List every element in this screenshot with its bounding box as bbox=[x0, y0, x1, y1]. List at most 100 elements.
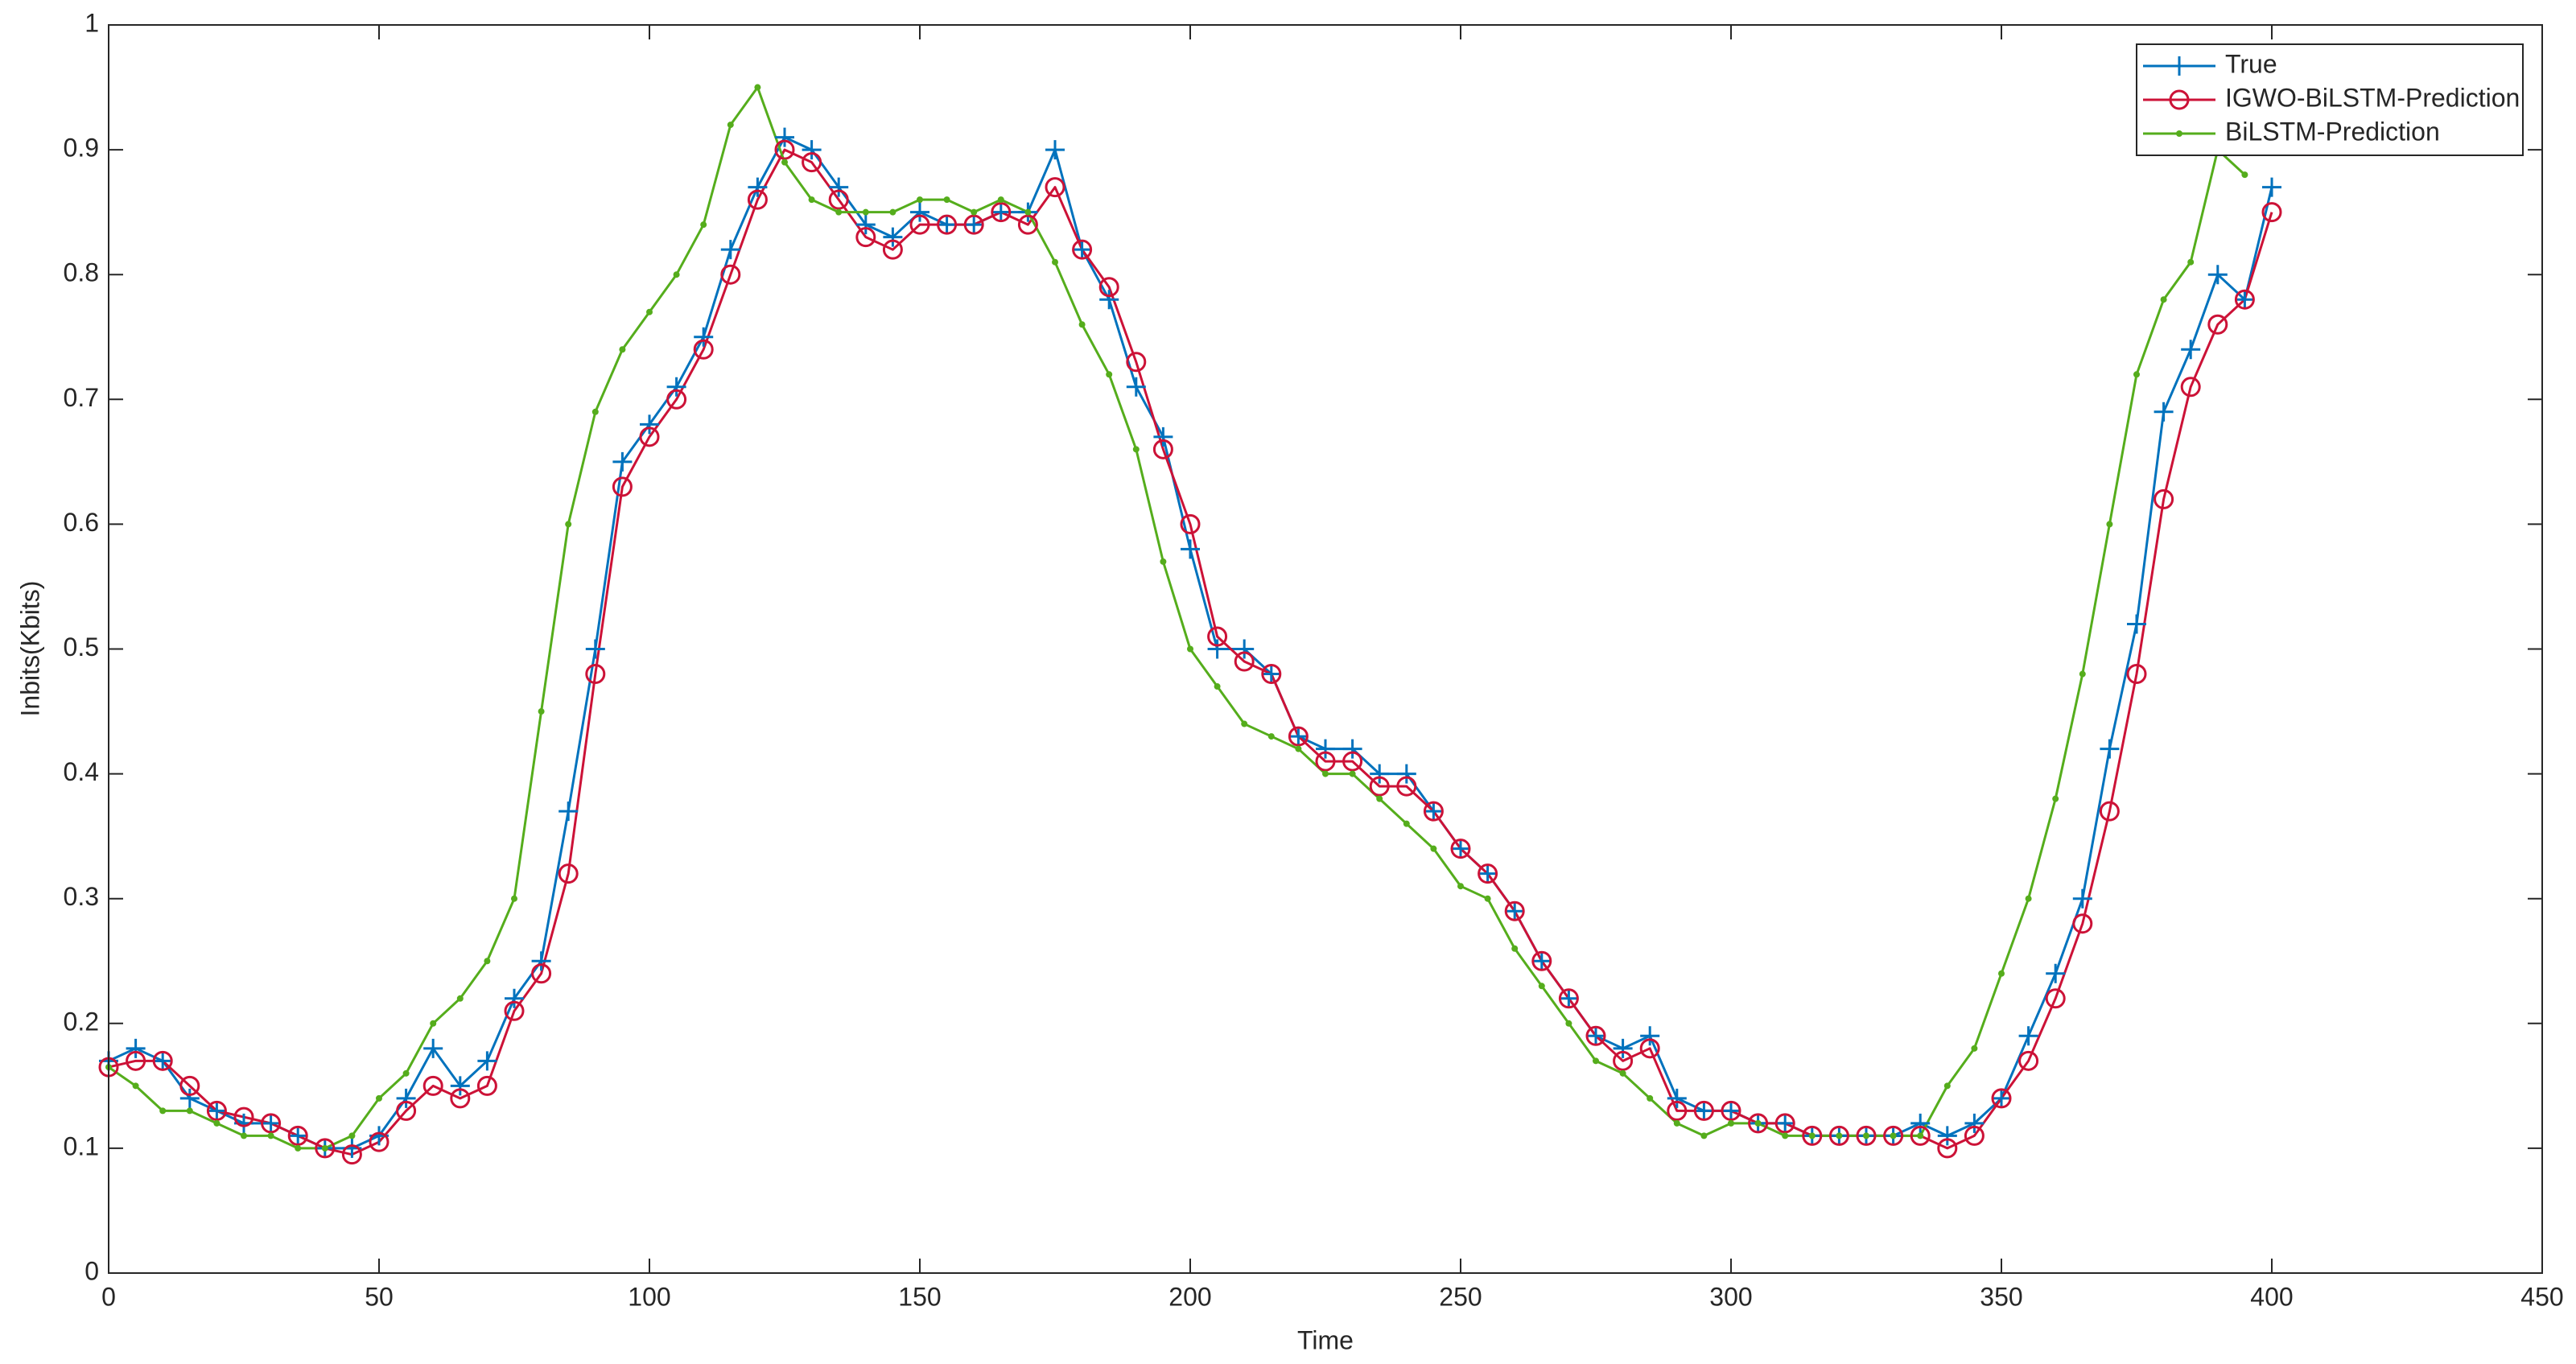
marker bbox=[1267, 733, 1275, 740]
marker-shape bbox=[1559, 988, 1579, 1008]
marker bbox=[2100, 739, 2120, 759]
marker-shape bbox=[1207, 639, 1227, 659]
marker-shape bbox=[1126, 377, 1146, 397]
marker bbox=[1370, 764, 1390, 784]
marker bbox=[1531, 950, 1552, 971]
marker-shape bbox=[802, 152, 822, 173]
marker bbox=[1160, 558, 1167, 565]
marker-shape bbox=[476, 1075, 497, 1096]
marker-shape bbox=[963, 214, 984, 235]
marker bbox=[1295, 745, 1302, 752]
marker bbox=[1890, 1132, 1897, 1139]
marker bbox=[376, 1094, 382, 1102]
marker-shape bbox=[153, 1051, 173, 1071]
marker-shape bbox=[2187, 258, 2195, 266]
marker bbox=[1863, 1132, 1869, 1139]
marker-shape bbox=[1917, 1132, 1924, 1139]
marker bbox=[2045, 988, 2066, 1009]
marker-shape bbox=[1322, 770, 1329, 777]
marker bbox=[1937, 1126, 1957, 1146]
marker bbox=[241, 1132, 247, 1139]
marker-shape bbox=[2241, 171, 2248, 179]
legend-label: IGWO-BiLSTM-Prediction bbox=[2225, 83, 2520, 112]
marker bbox=[348, 1132, 356, 1139]
marker bbox=[511, 895, 517, 902]
marker bbox=[585, 664, 606, 685]
marker bbox=[153, 1051, 173, 1071]
marker bbox=[1619, 1069, 1626, 1077]
marker-shape bbox=[700, 221, 707, 229]
marker bbox=[1721, 1100, 1741, 1121]
marker bbox=[1774, 1113, 1795, 1134]
marker bbox=[802, 140, 822, 160]
marker-shape bbox=[396, 1088, 416, 1108]
marker bbox=[1992, 1088, 2011, 1108]
marker-shape bbox=[1505, 901, 1525, 921]
marker bbox=[2099, 801, 2120, 822]
marker-shape bbox=[1152, 439, 1173, 459]
marker-shape bbox=[2261, 202, 2282, 223]
marker-shape bbox=[754, 84, 761, 91]
marker-shape bbox=[1673, 1119, 1680, 1127]
marker bbox=[2127, 614, 2146, 634]
marker-shape bbox=[2234, 289, 2255, 310]
marker-shape bbox=[430, 1020, 437, 1027]
marker-shape bbox=[233, 1106, 254, 1127]
marker bbox=[565, 521, 572, 528]
marker-shape bbox=[261, 1113, 282, 1134]
marker-shape bbox=[1234, 651, 1255, 672]
marker-shape bbox=[747, 189, 768, 210]
marker bbox=[126, 1050, 146, 1071]
marker bbox=[2176, 130, 2182, 137]
marker bbox=[694, 327, 714, 347]
marker bbox=[666, 377, 686, 397]
marker-shape bbox=[646, 308, 653, 315]
marker-shape bbox=[1424, 802, 1444, 822]
marker-shape bbox=[1775, 1113, 1795, 1133]
legend-label: True bbox=[2225, 49, 2277, 78]
marker-shape bbox=[991, 202, 1012, 223]
marker-shape bbox=[1613, 1038, 1633, 1058]
marker-shape bbox=[1106, 371, 1113, 378]
marker-shape bbox=[179, 1088, 200, 1108]
marker-shape bbox=[1423, 801, 1444, 822]
marker bbox=[213, 1119, 221, 1127]
marker bbox=[1478, 863, 1498, 884]
marker-shape bbox=[1511, 945, 1519, 952]
marker bbox=[504, 1000, 525, 1021]
marker-shape bbox=[727, 122, 734, 129]
marker-shape bbox=[261, 1113, 281, 1133]
marker-shape bbox=[288, 1126, 308, 1146]
marker-shape bbox=[808, 196, 815, 204]
marker bbox=[1558, 988, 1579, 1009]
marker-shape bbox=[1024, 208, 1032, 216]
marker bbox=[1234, 651, 1255, 672]
x-tick-label: 200 bbox=[1168, 1282, 1211, 1311]
marker-shape bbox=[1883, 1125, 1904, 1146]
x-tick-label: 50 bbox=[365, 1282, 394, 1311]
marker bbox=[963, 214, 984, 235]
marker bbox=[720, 264, 741, 285]
marker-shape bbox=[1991, 1088, 2012, 1109]
y-axis-label: Inbits(Kbits) bbox=[15, 581, 44, 717]
marker-shape bbox=[2072, 888, 2092, 909]
marker bbox=[748, 177, 768, 197]
marker bbox=[1099, 290, 1119, 310]
marker-shape bbox=[2160, 296, 2167, 303]
marker bbox=[1613, 1038, 1633, 1058]
marker-shape bbox=[1531, 950, 1552, 971]
marker-shape bbox=[1937, 1138, 1958, 1159]
marker-shape bbox=[1639, 1038, 1660, 1059]
marker-shape bbox=[2099, 801, 2120, 822]
marker bbox=[808, 196, 815, 204]
x-tick-label: 300 bbox=[1709, 1282, 1752, 1311]
marker-shape bbox=[1585, 1025, 1606, 1046]
marker-shape bbox=[1403, 820, 1410, 827]
marker-shape bbox=[484, 958, 491, 965]
marker-shape bbox=[341, 1144, 362, 1165]
marker bbox=[1288, 727, 1309, 747]
marker bbox=[484, 958, 491, 965]
marker-shape bbox=[910, 202, 929, 222]
marker bbox=[179, 1088, 200, 1108]
marker-shape bbox=[505, 988, 524, 1008]
